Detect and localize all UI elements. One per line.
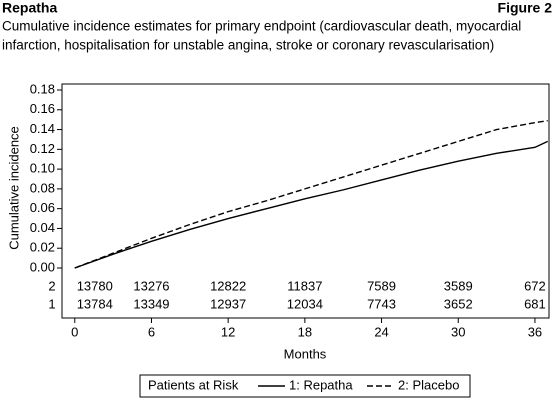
risk-count: 13349 — [133, 296, 169, 311]
x-tick-label: 6 — [148, 324, 155, 339]
risk-count: 11837 — [287, 278, 322, 293]
risk-count: 7589 — [367, 278, 396, 293]
y-tick-label: 0.14 — [30, 121, 55, 136]
risk-count: 672 — [524, 278, 546, 293]
risk-count: 12822 — [210, 278, 246, 293]
risk-count: 13784 — [77, 296, 113, 311]
risk-count: 12034 — [287, 296, 323, 311]
y-tick-label: 0.08 — [30, 180, 55, 195]
y-tick-label: 0.16 — [30, 101, 55, 116]
subtitle: infarction, hospitalisation for unstable… — [2, 38, 494, 53]
x-tick-label: 0 — [71, 324, 78, 339]
y-tick-label: 0.02 — [30, 240, 55, 255]
y-axis-label: Cumulative incidence — [6, 126, 21, 250]
y-tick-label: 0.04 — [30, 220, 55, 235]
risk-count: 12937 — [210, 296, 246, 311]
legend-label: 1: Repatha — [289, 377, 353, 392]
x-tick-label: 36 — [528, 324, 542, 339]
legend-title: Patients at Risk — [148, 377, 239, 392]
risk-row-label: 1 — [48, 296, 55, 311]
title: Repatha — [2, 0, 57, 16]
series-line — [74, 119, 548, 269]
risk-count: 3589 — [444, 278, 473, 293]
x-tick-label: 30 — [451, 324, 465, 339]
figure-label: Figure 2 — [498, 0, 553, 16]
plot-frame — [61, 83, 550, 319]
risk-count: 13780 — [77, 278, 113, 293]
legend-box — [139, 374, 471, 398]
x-tick-label: 18 — [298, 324, 312, 339]
risk-row-label: 2 — [48, 278, 55, 293]
y-tick-label: 0.12 — [30, 141, 55, 156]
y-tick-label: 0.10 — [30, 161, 55, 176]
x-tick-label: 12 — [221, 324, 235, 339]
risk-count: 681 — [524, 296, 546, 311]
risk-count: 7743 — [367, 296, 396, 311]
y-tick-label: 0.00 — [30, 259, 55, 274]
y-tick-label: 0.18 — [30, 81, 55, 96]
risk-count: 3652 — [444, 296, 473, 311]
subtitle: Cumulative incidence estimates for prima… — [2, 19, 521, 34]
x-tick-label: 24 — [374, 324, 388, 339]
series-line — [74, 140, 549, 269]
x-axis-label: Months — [284, 346, 327, 361]
risk-count: 13276 — [133, 278, 169, 293]
y-tick-label: 0.06 — [30, 200, 55, 215]
legend-label: 2: Placebo — [398, 377, 459, 392]
